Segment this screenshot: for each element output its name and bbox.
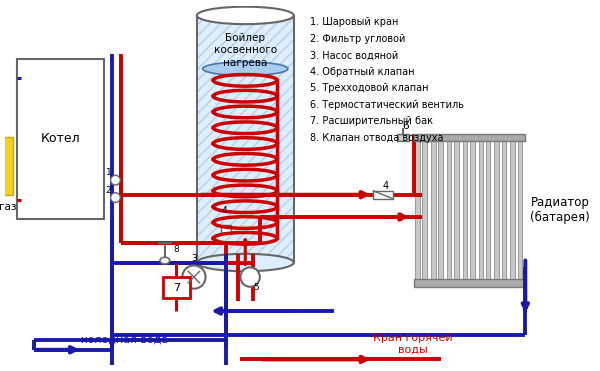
Bar [197, 16, 294, 263]
Bar [3, 137, 13, 195]
Text: Котел: Котел [40, 132, 80, 145]
Bar [447, 138, 451, 282]
Bar [163, 277, 190, 298]
Bar [373, 191, 392, 198]
Bar [502, 138, 506, 282]
Text: 4: 4 [222, 206, 227, 215]
Text: 1. Шаровый кран: 1. Шаровый кран [310, 17, 398, 27]
Bar [197, 16, 294, 263]
Text: 4. Обратный клапан: 4. Обратный клапан [310, 67, 415, 77]
Ellipse shape [203, 62, 288, 76]
Text: газ: газ [0, 203, 17, 213]
Bar [479, 138, 484, 282]
Circle shape [110, 175, 120, 185]
Bar [518, 138, 523, 282]
Bar [511, 138, 515, 282]
Ellipse shape [160, 257, 170, 264]
Text: 6: 6 [402, 121, 409, 131]
Ellipse shape [197, 254, 294, 271]
Bar [221, 225, 231, 233]
Bar [454, 138, 458, 282]
Text: 5: 5 [253, 283, 259, 292]
Text: 7. Расширительный бак: 7. Расширительный бак [310, 116, 433, 126]
Bar [397, 134, 409, 141]
Text: 4: 4 [383, 181, 389, 191]
Bar [415, 138, 419, 282]
Text: 5. Трехходовой клапан: 5. Трехходовой клапан [310, 83, 429, 93]
Bar [438, 138, 443, 282]
Text: 2: 2 [106, 186, 112, 195]
Text: 8. Клапан отвода воздуха: 8. Клапан отвода воздуха [310, 133, 444, 143]
Bar [470, 138, 475, 282]
Text: 2. Фильтр угловой: 2. Фильтр угловой [310, 34, 406, 44]
Bar [422, 138, 427, 282]
Text: Радиатор
(батарея): Радиатор (батарея) [530, 196, 590, 224]
Bar [431, 138, 436, 282]
Text: 8: 8 [173, 246, 179, 255]
Bar [494, 138, 499, 282]
Bar [414, 279, 526, 287]
Text: 7: 7 [173, 283, 180, 293]
Text: холодная вода: холодная вода [80, 335, 168, 345]
Text: 3. Насос водяной: 3. Насос водяной [310, 50, 398, 60]
Circle shape [182, 266, 206, 289]
Text: 6. Термостатический вентиль: 6. Термостатический вентиль [310, 100, 464, 110]
Bar [17, 59, 104, 219]
Text: Кран горячей
воды: Кран горячей воды [373, 333, 453, 355]
Ellipse shape [197, 7, 294, 24]
Bar [463, 138, 467, 282]
Text: Бойлер
косвенного
нагрева: Бойлер косвенного нагрева [214, 33, 277, 68]
Text: 1: 1 [106, 168, 112, 177]
Text: 3: 3 [191, 253, 197, 263]
Bar [486, 138, 490, 282]
Bar [414, 134, 526, 141]
Circle shape [241, 267, 260, 287]
Circle shape [110, 193, 120, 203]
